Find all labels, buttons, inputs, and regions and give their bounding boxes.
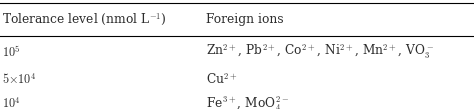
Text: $5{\times}10^4$: $5{\times}10^4$ [2,72,36,87]
Text: $10^5$: $10^5$ [2,44,21,60]
Text: Foreign ions: Foreign ions [206,13,284,26]
Text: Fe$^{3+}$, MoO$_4^{2-}$: Fe$^{3+}$, MoO$_4^{2-}$ [206,95,289,109]
Text: Cu$^{2+}$: Cu$^{2+}$ [206,72,238,87]
Text: Tolerance level (nmol L$^{-1}$): Tolerance level (nmol L$^{-1}$) [2,12,167,28]
Text: Zn$^{2+}$, Pb$^{2+}$, Co$^{2+}$, Ni$^{2+}$, Mn$^{2+}$, VO$_3^-$: Zn$^{2+}$, Pb$^{2+}$, Co$^{2+}$, Ni$^{2+… [206,43,435,61]
Text: $10^4$: $10^4$ [2,96,21,109]
